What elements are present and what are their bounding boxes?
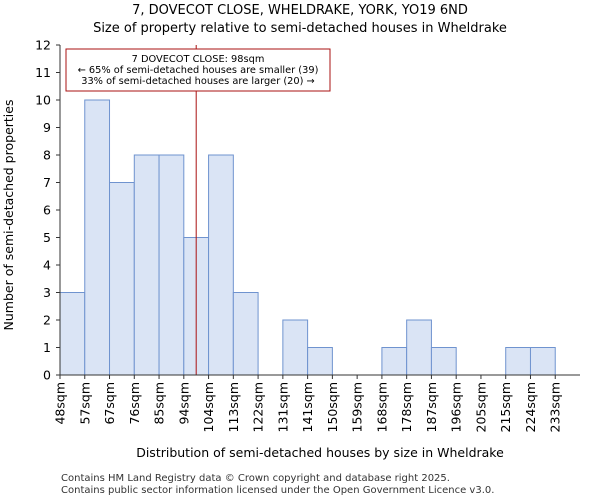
x-tick-label: 94sqm bbox=[176, 382, 191, 425]
annotation-line-3: 33% of semi-detached houses are larger (… bbox=[81, 76, 315, 87]
x-tick-label: 113sqm bbox=[226, 382, 241, 432]
footer-line-2: Contains public sector information licen… bbox=[61, 485, 495, 496]
x-tick-label: 187sqm bbox=[424, 382, 439, 432]
bar-215sqm bbox=[505, 347, 531, 376]
x-tick-label: 104sqm bbox=[201, 382, 216, 432]
x-tick-label: 76sqm bbox=[127, 382, 142, 425]
bar-224sqm bbox=[529, 347, 556, 376]
x-tick-label: 196sqm bbox=[449, 382, 464, 432]
bar-104sqm bbox=[208, 154, 234, 376]
y-tick-label: 4 bbox=[43, 258, 51, 273]
y-tick-label: 3 bbox=[43, 285, 51, 300]
x-tick-label: 85sqm bbox=[152, 382, 167, 425]
bar-76sqm bbox=[133, 154, 160, 376]
x-tick-label: 205sqm bbox=[473, 382, 488, 432]
y-tick-label: 0 bbox=[43, 368, 51, 383]
bar-67sqm bbox=[109, 182, 135, 376]
y-tick-label: 5 bbox=[43, 230, 51, 245]
bar-131sqm bbox=[282, 319, 309, 376]
x-tick-label: 215sqm bbox=[498, 382, 513, 432]
bar-113sqm bbox=[232, 292, 259, 376]
x-tick-label: 159sqm bbox=[350, 382, 365, 432]
annotation-line-2: ← 65% of semi-detached houses are smalle… bbox=[78, 65, 319, 76]
y-tick-label: 7 bbox=[43, 175, 51, 190]
x-tick-label: 122sqm bbox=[251, 382, 266, 432]
x-tick-label: 67sqm bbox=[102, 382, 117, 425]
y-tick-label: 2 bbox=[43, 313, 51, 328]
bar-141sqm bbox=[307, 347, 333, 376]
y-tick-label: 11 bbox=[35, 65, 51, 80]
y-tick-label: 9 bbox=[43, 120, 51, 135]
annotation-line-1: 7 DOVECOT CLOSE: 98sqm bbox=[132, 54, 265, 65]
annotation-box bbox=[65, 48, 331, 92]
bar-85sqm bbox=[158, 154, 185, 376]
bars-group bbox=[59, 99, 556, 376]
x-tick-label: 150sqm bbox=[325, 382, 340, 432]
x-tick-label: 57sqm bbox=[77, 382, 92, 425]
x-tick-label: 168sqm bbox=[374, 382, 389, 432]
x-tick-label: 224sqm bbox=[523, 382, 538, 432]
bar-168sqm bbox=[381, 347, 408, 376]
bar-57sqm bbox=[84, 99, 111, 376]
y-tick-label: 10 bbox=[35, 93, 51, 108]
bar-48sqm bbox=[59, 292, 86, 376]
y-tick-label: 8 bbox=[43, 148, 51, 163]
y-tick-label: 1 bbox=[43, 340, 51, 355]
chart-title: 7, DOVECOT CLOSE, WHELDRAKE, YORK, YO19 … bbox=[132, 3, 468, 18]
y-tick-label: 12 bbox=[35, 38, 51, 53]
y-tick-label: 6 bbox=[43, 203, 51, 218]
bar-178sqm bbox=[406, 319, 432, 376]
x-tick-label: 141sqm bbox=[300, 382, 315, 432]
bar-187sqm bbox=[430, 347, 457, 376]
y-axis-label: Number of semi-detached properties bbox=[1, 100, 16, 331]
x-tick-label: 178sqm bbox=[399, 382, 414, 432]
footer-line-1: Contains HM Land Registry data © Crown c… bbox=[61, 473, 450, 484]
x-tick-label: 233sqm bbox=[548, 382, 563, 432]
x-axis-label: Distribution of semi-detached houses by … bbox=[136, 445, 504, 460]
x-tick-label: 48sqm bbox=[53, 382, 68, 425]
x-tick-label: 131sqm bbox=[275, 382, 290, 432]
marker-group: 7 DOVECOT CLOSE: 98sqm← 65% of semi-deta… bbox=[65, 45, 331, 375]
chart-subtitle: Size of property relative to semi-detach… bbox=[93, 21, 507, 36]
